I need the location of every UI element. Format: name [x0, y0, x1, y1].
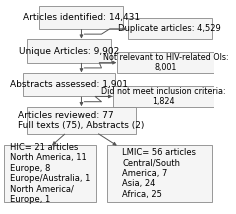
Text: Did not meet inclusion criteria: 1,824: Did not meet inclusion criteria: 1,824: [101, 87, 226, 106]
FancyBboxPatch shape: [4, 145, 96, 202]
Text: Articles identified: 14,431: Articles identified: 14,431: [23, 13, 140, 22]
FancyBboxPatch shape: [27, 107, 136, 134]
Text: LMIC= 56 articles
Central/South
America, 7
Asia, 24
Africa, 25: LMIC= 56 articles Central/South America,…: [122, 148, 196, 199]
FancyBboxPatch shape: [23, 73, 115, 97]
Text: Abstracts assessed: 1,901: Abstracts assessed: 1,901: [10, 80, 128, 89]
FancyBboxPatch shape: [113, 86, 214, 107]
Text: Articles reviewed: 77
Full texts (75), Abstracts (2): Articles reviewed: 77 Full texts (75), A…: [18, 111, 145, 130]
FancyBboxPatch shape: [117, 52, 214, 73]
FancyBboxPatch shape: [128, 18, 212, 39]
Text: Unique Articles: 9,902: Unique Articles: 9,902: [19, 46, 119, 55]
Text: Duplicate articles: 4,529: Duplicate articles: 4,529: [118, 24, 221, 33]
Text: HIC= 21 articles
North America, 11
Europe, 8
Europe/Australia, 1
North America/
: HIC= 21 articles North America, 11 Europ…: [10, 143, 90, 204]
FancyBboxPatch shape: [39, 6, 123, 29]
FancyBboxPatch shape: [107, 145, 212, 202]
FancyBboxPatch shape: [27, 39, 111, 63]
Text: Not relevant to HIV-related OIs: 8,001: Not relevant to HIV-related OIs: 8,001: [103, 53, 228, 72]
